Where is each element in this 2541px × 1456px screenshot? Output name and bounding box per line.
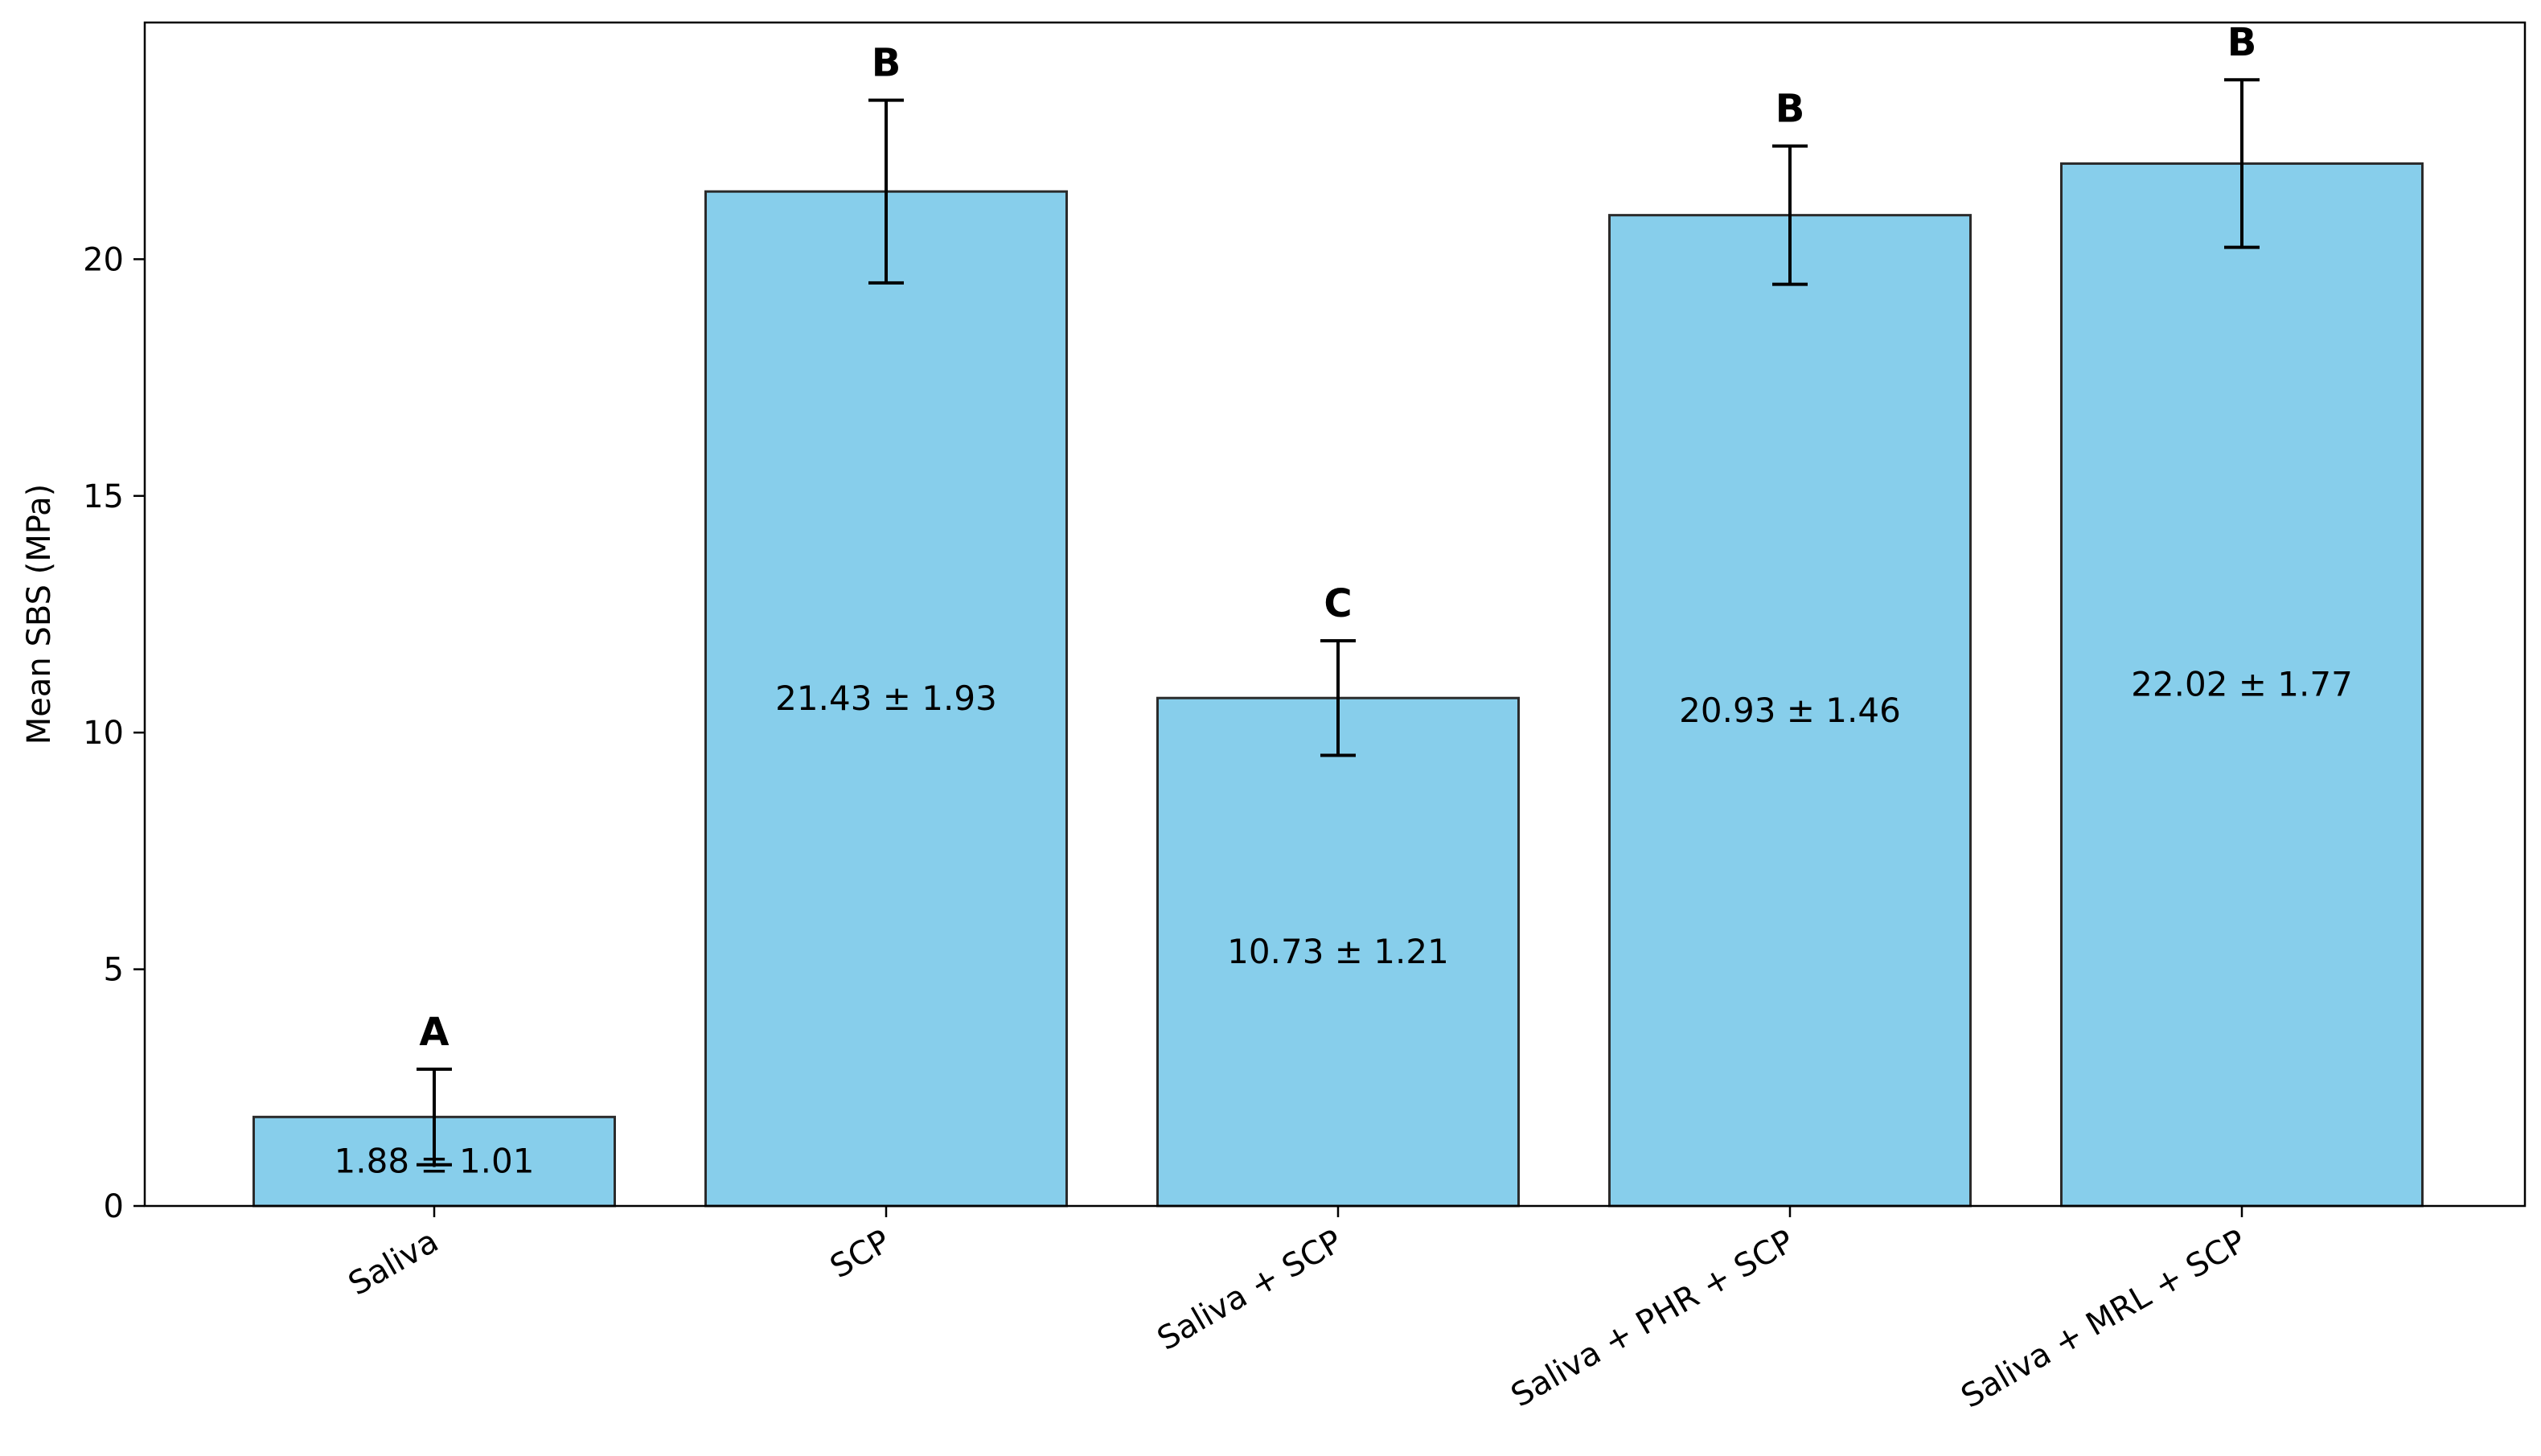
x-tick-label: Saliva [343,1223,445,1303]
value-label: 1.88 ± 1.01 [335,1142,535,1181]
value-labels-layer: 1.88 ± 1.01 21.43 ± 1.93 10.73 ± 1.21 20.93… [335,665,2353,1181]
group-letter: A [419,1010,449,1055]
group-letter: B [872,41,901,86]
y-tick-label: 10 [83,715,124,752]
bar [704,190,1068,1208]
x-tick-label: Saliva + SCP [1151,1223,1348,1358]
y-tick-label: 0 [104,1188,124,1225]
y-tick-label: 15 [83,478,124,515]
y-axis: 0 5 10 15 20 [83,241,145,1225]
value-label: 20.93 ± 1.46 [1679,691,1901,730]
bars-layer [252,162,2424,1208]
bar [2060,162,2424,1208]
value-label: 10.73 ± 1.21 [1227,932,1449,971]
bar [1608,214,1972,1208]
group-letter: C [1324,581,1352,626]
group-letter: B [1775,87,1805,132]
plot-frame [143,21,2527,1208]
x-axis: Saliva SCP Saliva + SCP Saliva + PHR + SCP S… [343,1206,2252,1416]
group-letters-layer: A B C B B [419,20,2256,1055]
y-axis-label: Mean SBS (MPa) [21,484,58,745]
x-tick-label: Saliva + MRL + SCP [1955,1223,2252,1416]
x-tick-label: Saliva + PHR + SCP [1505,1223,1800,1415]
error-bars-layer [417,78,2260,1167]
x-tick-label: SCP [824,1223,897,1286]
value-label: 21.43 ± 1.93 [775,679,997,718]
y-tick-label: 5 [104,952,124,989]
value-label: 22.02 ± 1.77 [2131,665,2353,704]
y-tick-label: 20 [83,241,124,278]
group-letter: B [2227,20,2257,65]
